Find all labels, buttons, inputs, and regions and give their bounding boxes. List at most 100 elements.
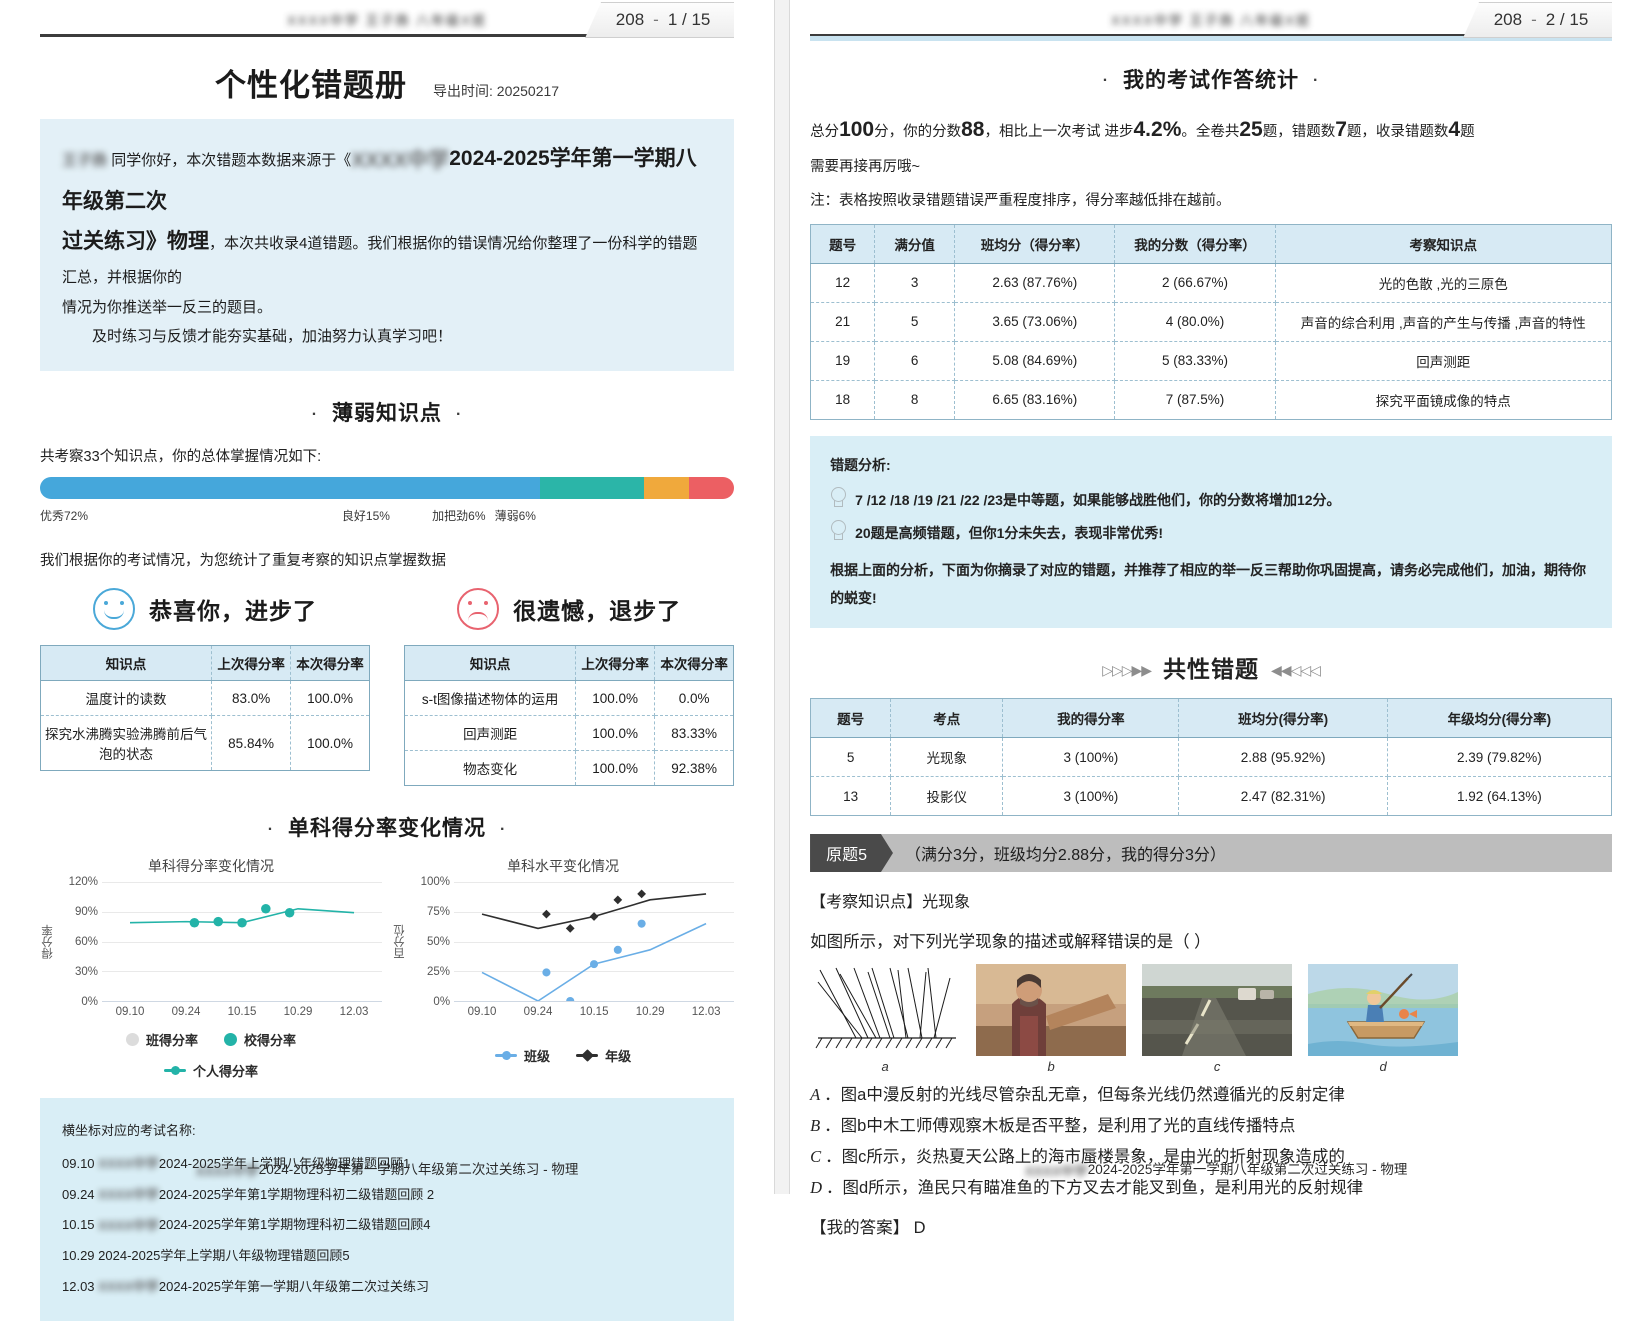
- legend-label: 班级: [524, 1049, 551, 1065]
- ytick: 120%: [68, 876, 98, 889]
- option-letter: C: [810, 1147, 822, 1167]
- exam-name: 2024-2025学年第一学期八年级第二次过关练习: [158, 1278, 430, 1294]
- exam-list-label: 横坐标对应的考试名称:: [62, 1123, 196, 1139]
- answer-label: 【我的答案】: [810, 1219, 910, 1238]
- table-row: 12 3 2.63 (87.76%) 2 (66.67%) 光的色散 ,光的三原…: [810, 262, 1613, 303]
- option-text: ．图d所示，渔民只有瞄准鱼的下方叉去才能叉到鱼，是利用光的反射规律: [825, 1179, 1364, 1198]
- progress-block: 恭喜你，进步了 知识点 上次得分率 本次得分率 温度计的读数 83.0% 100…: [39, 588, 371, 786]
- regress-block: 很遗憾，退步了 知识点 上次得分率 本次得分率 s-t图像描述物体的运用 100…: [404, 588, 735, 787]
- redacted-student-name: 王子扬: [62, 152, 108, 170]
- table-header-row: 知识点 上次得分率 本次得分率: [404, 645, 735, 682]
- exam-date: 09.24: [62, 1186, 95, 1202]
- table-row: 21 5 3.65 (73.06%) 4 (80.0%) 声音的综合利用 ,声音…: [810, 301, 1613, 342]
- xtick: 09.24: [171, 1006, 201, 1019]
- intro-line-1: 王子扬 同学你好，本次错题本数据来源于《XXXX中学2024-2025学年第一学…: [62, 139, 712, 222]
- sum-t3: 。全卷共: [1181, 124, 1240, 140]
- page-gutter: [774, 0, 791, 1194]
- sum-t2: ，相比上一次考试 进步: [984, 124, 1134, 140]
- tab-separator: -: [1531, 10, 1537, 29]
- analysis-bullet-text: 7 /12 /18 /19 /21 /22 /23是中等题，如果能够战胜他们，你…: [855, 491, 1341, 508]
- ytick: 0%: [81, 996, 98, 1009]
- xtick: 10.29: [635, 1006, 665, 1019]
- cell-myscore: 7 (87.5%): [1114, 379, 1276, 420]
- col-last-rate: 上次得分率: [211, 645, 292, 682]
- cell-classavg: 6.65 (83.16%): [954, 379, 1116, 420]
- option-text: ．图b中木工师傅观察木板是否平整，是利用了光的直线传播特点: [824, 1117, 1296, 1136]
- wrong-count: 7: [1335, 118, 1347, 141]
- xtick: 12.03: [691, 1006, 721, 1019]
- cell-classavg: 3.65 (73.06%): [954, 301, 1116, 342]
- header-rule-accent: [810, 36, 1612, 41]
- option-d: D ．图d所示，渔民只有瞄准鱼的下方叉去才能叉到鱼，是利用光的反射规律: [810, 1174, 1612, 1198]
- figure-a: a: [810, 964, 960, 1074]
- intro-line-3: 情况为你推送举一反三的题目。: [62, 298, 273, 316]
- col-this-rate: 本次得分率: [654, 645, 735, 682]
- mastery-seg-weak: [688, 477, 735, 500]
- exam-name: 2024-2025学年第1学期物理科初二级错题回顾 2: [158, 1186, 435, 1202]
- figure-caption: b: [1047, 1059, 1055, 1075]
- question-figures: a b: [810, 964, 1612, 1074]
- legend-label: 个人得分率: [193, 1064, 259, 1080]
- cell-knowledge: 声音的综合利用 ,声音的产生与传播 ,声音的特性: [1274, 301, 1613, 342]
- intro-text-a: 同学你好，本次错题本数据来源于《: [111, 152, 352, 169]
- document-spread: XXXX中学 王子扬 八年级X班 208 - 1 / 15 个性化错题册 导出时…: [0, 0, 1642, 1194]
- chart-2-xticks: 09.10 09.24 10.15 10.29 12.03: [392, 1006, 734, 1018]
- common-errors-title: ▷▷▷▶▶ 共性错题 ◀◀◁◁◁: [810, 650, 1612, 684]
- collected-count: 4: [1448, 118, 1461, 141]
- analysis-bullet-text: 20题是高频错题，但你1分未失去，表现非常优秀!: [855, 525, 1164, 542]
- table-row: s-t图像描述物体的运用 100.0% 0.0%: [404, 680, 735, 717]
- cell-qno: 21: [810, 301, 876, 342]
- kp-value: 光现象: [922, 894, 971, 912]
- figure-caption: c: [1213, 1059, 1221, 1075]
- table-row: 19 6 5.08 (84.69%) 5 (83.33%) 回声测距: [810, 340, 1613, 381]
- table-row: 5 光现象 3 (100%) 2.88 (95.92%) 2.39 (79.82…: [810, 737, 1613, 778]
- ytick: 30%: [74, 966, 98, 979]
- mastery-bar: [40, 477, 735, 500]
- title-dot-right: ·: [456, 405, 463, 423]
- cell-myrate: 3 (100%): [1002, 737, 1180, 778]
- tab-pages: 2 / 15: [1545, 10, 1589, 29]
- mastery-bar-labels: 优秀72% 良好15% 加把劲6% 薄弱6%: [40, 507, 734, 527]
- exam-stats-section-title: · 我的考试作答统计 ·: [810, 64, 1612, 94]
- option-letter: B: [810, 1116, 821, 1136]
- cell-this: 92.38%: [654, 750, 735, 787]
- cell-qno: 5: [810, 737, 892, 778]
- sum-t6: 题: [1460, 124, 1475, 140]
- cell-myscore: 2 (66.67%): [1114, 262, 1276, 303]
- arrows-right-icon: ▷▷▷▶▶: [1102, 662, 1152, 679]
- cell-myscore: 5 (83.33%): [1114, 340, 1276, 381]
- ytick: 50%: [427, 936, 451, 949]
- redacted-school-student: XXXX中学 王子扬 八年级X班: [1111, 13, 1311, 28]
- xtick: 10.15: [227, 1006, 257, 1019]
- page-number-tab: 208 - 1 / 15: [585, 2, 735, 38]
- ytick: 60%: [74, 936, 98, 949]
- legend-item-personal-rate: 个人得分率: [40, 1061, 382, 1080]
- mastery-seg-effort: [643, 477, 689, 500]
- cell-kp: 探究水沸腾实验沸腾前后气泡的状态: [39, 715, 213, 772]
- smiley-face-icon: [93, 588, 136, 631]
- cell-last: 83.0%: [211, 680, 292, 717]
- mastery-intro: 共考察33个知识点，你的总体掌握情况如下:: [40, 449, 322, 466]
- title-dot-right: ·: [500, 820, 507, 838]
- school-student-line: XXXX中学 王子扬 八年级X班: [810, 10, 1612, 29]
- mastery-label-effort: 加把劲6%: [432, 509, 486, 524]
- chart-1-legend: 班得分率 校得分率 个人得分率: [40, 1030, 382, 1080]
- percentile-chart: 单科水平变化情况 百分位 100% 75% 50% 25% 0%: [392, 856, 735, 1080]
- cell-qno: 19: [810, 340, 876, 381]
- mastery-seg-good: [539, 477, 644, 500]
- col-knowledge-point: 知识点: [404, 645, 577, 682]
- chart-1-ylabel: 得分率: [42, 924, 54, 960]
- redacted-school: XXXX中学: [98, 1217, 159, 1233]
- table-row: 温度计的读数 83.0% 100.0%: [39, 680, 371, 717]
- chart-2-title: 单科水平变化情况: [507, 858, 620, 875]
- chart-2-plot: [454, 882, 735, 1003]
- exam-name: 2024-2025学年上学期八年级物理错题回顾1: [158, 1155, 411, 1171]
- cell-qno: 12: [810, 262, 876, 303]
- option-letter: D: [810, 1178, 822, 1198]
- legend-item-class: 班级: [495, 1046, 550, 1065]
- cell-kp: 物态变化: [404, 750, 577, 787]
- ytick: 100%: [420, 876, 451, 889]
- chart-1-yticks: 120% 90% 60% 30% 0%: [56, 876, 102, 1008]
- cell-this: 83.33%: [654, 715, 735, 752]
- cell-full: 5: [874, 301, 956, 342]
